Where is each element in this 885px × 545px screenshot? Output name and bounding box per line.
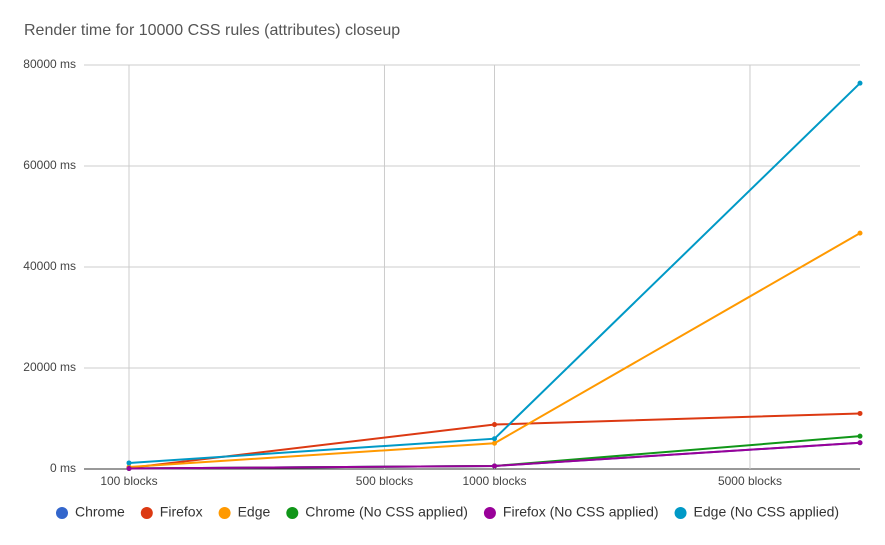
legend-marker [140,507,153,519]
legend: Chrome Firefox Edge Chrome (No CSS applied)… [56,504,839,520]
legend-marker [674,507,687,519]
legend-label: Edge (No CSS applied) [694,504,840,520]
legend-label: Edge [238,504,271,520]
x-tick-label: 100 blocks [100,474,157,488]
point [126,460,132,466]
point [857,440,863,446]
x-tick-label: 1000 blocks [462,474,526,488]
point [857,433,863,439]
legend-label: Chrome [75,504,125,520]
legend-marker [483,507,496,519]
legend-label: Firefox [160,504,203,520]
legend-marker [286,507,299,519]
y-tick-label: 0 ms [50,461,76,475]
legend-label: Chrome (No CSS applied) [305,504,468,520]
point [857,410,863,416]
point [492,422,497,428]
y-tick-label: 20000 ms [23,360,76,374]
x-tick-label: 5000 blocks [718,474,782,488]
point [857,80,863,86]
y-tick-label: 80000 ms [23,57,76,71]
point [492,463,497,469]
legend-marker [56,507,68,519]
x-tick-label: 500 blocks [356,474,413,488]
legend-label: Firefox (No CSS applied) [503,504,659,520]
point [857,230,863,236]
y-tick-label: 60000 ms [23,158,76,172]
legend-marker [218,507,231,519]
point [492,440,497,446]
y-tick-label: 40000 ms [23,259,76,273]
point [126,465,132,471]
point [492,436,497,442]
chart-title: Render time for 10000 CSS rules (attribu… [24,22,400,39]
